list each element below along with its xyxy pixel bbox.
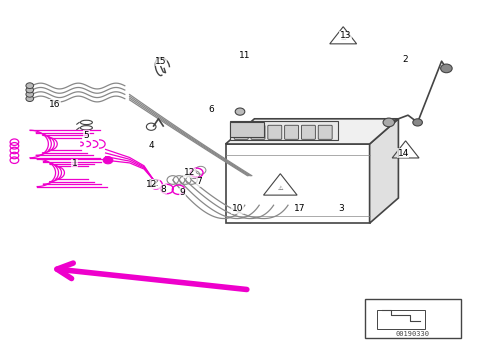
Text: 15: 15 — [155, 57, 167, 66]
Text: 2: 2 — [403, 55, 408, 64]
Circle shape — [441, 64, 452, 73]
FancyBboxPatch shape — [251, 125, 265, 139]
Text: 1: 1 — [72, 159, 77, 168]
Circle shape — [103, 157, 113, 164]
Circle shape — [26, 87, 34, 93]
Text: ⚠: ⚠ — [277, 186, 283, 191]
Circle shape — [26, 83, 34, 89]
Polygon shape — [226, 144, 370, 223]
FancyBboxPatch shape — [301, 125, 315, 139]
Text: 10: 10 — [232, 204, 243, 213]
Text: 4: 4 — [148, 141, 154, 150]
Text: 6: 6 — [208, 105, 214, 114]
FancyBboxPatch shape — [230, 122, 264, 137]
Text: 14: 14 — [397, 149, 409, 158]
Text: 11: 11 — [239, 51, 251, 60]
Circle shape — [26, 91, 34, 97]
FancyBboxPatch shape — [234, 125, 248, 139]
Text: 12: 12 — [145, 180, 157, 189]
Bar — [365, 299, 461, 338]
Text: 13: 13 — [340, 31, 351, 40]
Text: ⚠: ⚠ — [340, 36, 346, 41]
Text: ⚠: ⚠ — [403, 150, 408, 156]
Circle shape — [234, 126, 244, 133]
Circle shape — [235, 108, 245, 115]
Text: 12: 12 — [148, 179, 159, 188]
Circle shape — [249, 126, 258, 133]
Polygon shape — [226, 119, 398, 144]
Text: 8: 8 — [160, 184, 166, 194]
FancyBboxPatch shape — [230, 121, 338, 140]
Text: 00190330: 00190330 — [396, 331, 430, 337]
FancyBboxPatch shape — [268, 125, 282, 139]
Text: 16: 16 — [49, 100, 61, 109]
Polygon shape — [370, 119, 398, 223]
Text: 17: 17 — [294, 204, 306, 213]
FancyBboxPatch shape — [285, 125, 299, 139]
Text: 5: 5 — [84, 130, 89, 139]
Circle shape — [413, 119, 422, 126]
FancyBboxPatch shape — [318, 125, 332, 139]
Circle shape — [383, 118, 395, 127]
FancyBboxPatch shape — [377, 310, 425, 329]
Text: 12: 12 — [184, 168, 195, 177]
Circle shape — [26, 96, 34, 102]
Text: 3: 3 — [338, 204, 344, 213]
Text: 7: 7 — [196, 177, 202, 186]
Text: 9: 9 — [180, 188, 185, 197]
